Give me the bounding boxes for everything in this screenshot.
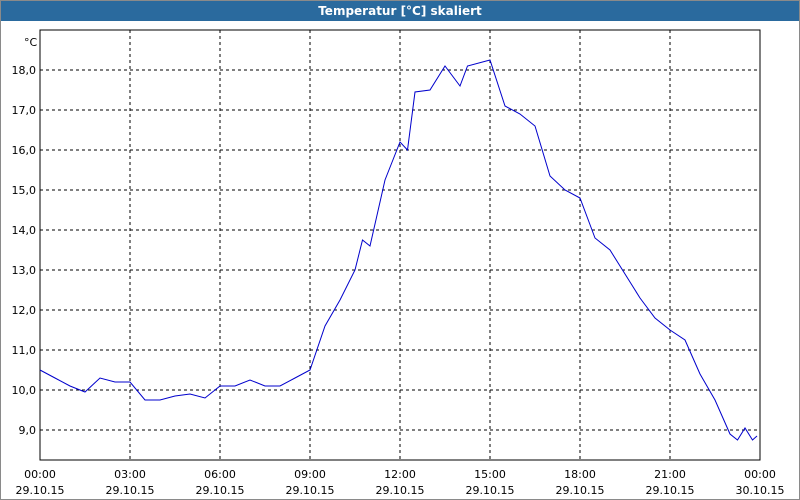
chart-title: Temperatur [°C] skaliert	[1, 1, 799, 21]
x-tick-label: 15:00	[474, 468, 506, 481]
x-tick-label: 12:00	[384, 468, 416, 481]
y-tick-label: 13,0	[12, 264, 37, 277]
y-tick-label: 16,0	[12, 144, 37, 157]
y-tick-label: 15,0	[12, 184, 37, 197]
x-tick-date: 29.10.15	[646, 484, 695, 497]
y-tick-label: 12,0	[12, 304, 37, 317]
x-tick-date: 29.10.15	[106, 484, 155, 497]
y-tick-label: 14,0	[12, 224, 37, 237]
x-tick-label: 00:00	[744, 468, 776, 481]
y-tick-label: 9,0	[19, 424, 37, 437]
y-unit: °C	[24, 36, 38, 49]
y-tick-label: 17,0	[12, 104, 37, 117]
x-tick-date: 29.10.15	[196, 484, 245, 497]
x-tick-label: 00:00	[24, 468, 56, 481]
y-tick-label: 11,0	[12, 344, 37, 357]
y-tick-label: 10,0	[12, 384, 37, 397]
x-tick-date: 29.10.15	[376, 484, 425, 497]
x-tick-label: 21:00	[654, 468, 686, 481]
x-tick-date: 29.10.15	[16, 484, 65, 497]
x-tick-date: 29.10.15	[286, 484, 335, 497]
x-tick-label: 03:00	[114, 468, 146, 481]
x-tick-date: 30.10.15	[736, 484, 785, 497]
y-tick-label: 18,0	[12, 64, 37, 77]
x-tick-date: 29.10.15	[466, 484, 515, 497]
plot-frame	[39, 29, 761, 461]
x-tick-label: 09:00	[294, 468, 326, 481]
line	[39, 59, 758, 441]
x-tick-label: 18:00	[564, 468, 596, 481]
x-tick-date: 29.10.15	[556, 484, 605, 497]
x-tick-label: 06:00	[204, 468, 236, 481]
